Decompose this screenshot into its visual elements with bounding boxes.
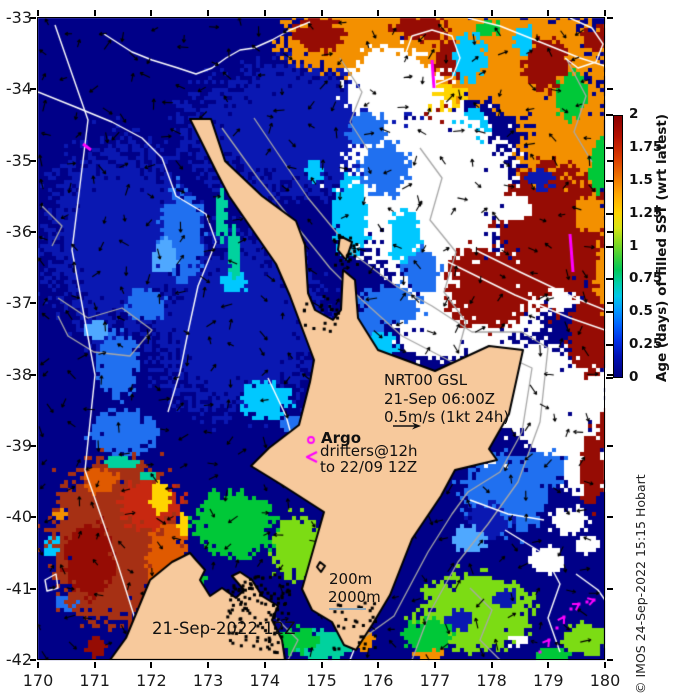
colorbar	[613, 115, 623, 378]
colorbar-tick-mark	[606, 344, 613, 347]
bathy-2000m-label: 2000m	[328, 588, 381, 606]
colorbar-tick-label: 0.75	[629, 270, 663, 287]
y-tick-label: -33	[5, 8, 32, 27]
colorbar-tick-label: 2	[629, 106, 639, 122]
y-tick-label: -34	[5, 79, 32, 99]
x-tick-label: 173	[192, 671, 224, 690]
y-tick-mark	[30, 302, 36, 305]
bathy-200m-label: 200m	[329, 570, 373, 588]
y-tick-mark	[30, 373, 36, 376]
colorbar-tick-label: 1.75	[629, 138, 663, 155]
y-tick-mark	[30, 17, 36, 19]
x-tick-mark	[320, 662, 323, 668]
map-date-label: 21-Sep-2022 12Z	[152, 619, 296, 638]
y-tick-label: -42	[5, 650, 32, 669]
colorbar-tick-mark	[606, 179, 613, 182]
x-tick-label: 178	[476, 671, 507, 690]
y-tick-mark-right	[607, 445, 613, 447]
colorbar-tick-mark	[606, 278, 613, 281]
x-tick-label: 174	[249, 671, 281, 690]
y-tick-mark-right	[607, 516, 613, 519]
argo-label: Argo	[321, 429, 362, 447]
nrt-line2: 21-Sep 06:00Z	[384, 389, 496, 408]
x-tick-label: 176	[362, 671, 394, 690]
y-tick-mark-right	[607, 659, 613, 661]
argo-line3: to 22/09 12Z	[320, 458, 418, 476]
colorbar-tick-mark	[606, 212, 613, 215]
x-tick-mark-top	[604, 10, 606, 16]
y-tick-mark-right	[607, 373, 613, 376]
colorbar-tick-label: 1	[629, 237, 639, 254]
y-tick-label: -36	[5, 222, 32, 241]
nrt-line1: NRT00 GSL	[384, 371, 468, 389]
x-tick-mark-top	[263, 10, 266, 16]
argo-line2: drifters@12h	[320, 442, 418, 460]
y-tick-mark-right	[607, 88, 613, 91]
colorbar-tick-mark	[606, 311, 613, 314]
colorbar-tick-mark	[606, 146, 613, 149]
x-tick-label: 171	[79, 671, 110, 690]
y-tick-mark	[30, 587, 36, 590]
nrt-annotation: NRT00 GSL 21-Sep 06:00Z 0.5m/s (1kt 24h)	[384, 371, 509, 427]
x-tick-label: 179	[533, 671, 564, 690]
colorbar-title: Age (days) of filled SST (wrt latest)	[654, 113, 670, 383]
y-tick-label: -35	[5, 150, 32, 170]
y-tick-mark-right	[607, 587, 613, 590]
y-tick-mark	[30, 516, 36, 519]
x-tick-mark	[604, 662, 606, 668]
x-tick-mark	[547, 662, 550, 668]
x-tick-mark-top	[150, 10, 153, 16]
y-tick-mark	[30, 159, 36, 162]
x-tick-label: 180	[589, 671, 621, 690]
x-tick-mark	[93, 662, 96, 668]
x-tick-mark	[207, 662, 210, 668]
credit-text: © IMOS 24-Sep-2022 15:15 Hobart	[633, 474, 648, 694]
colorbar-tick-mark	[606, 245, 613, 248]
y-tick-label: -39	[5, 436, 32, 455]
y-tick-mark-right	[607, 231, 613, 233]
y-tick-label: -38	[5, 364, 32, 384]
x-tick-label: 172	[136, 671, 167, 690]
x-tick-mark-top	[377, 10, 380, 16]
y-tick-mark	[30, 231, 36, 233]
colorbar-tick-mark	[606, 114, 613, 116]
y-tick-mark-right	[607, 159, 613, 162]
colorbar-tick-label: 1.5	[629, 171, 653, 188]
x-tick-mark	[377, 662, 380, 668]
x-tick-label: 170	[22, 671, 54, 690]
x-tick-mark-top	[320, 10, 323, 16]
y-tick-mark	[30, 445, 36, 447]
y-tick-label: -41	[5, 578, 32, 598]
x-tick-mark-top	[490, 10, 493, 16]
colorbar-tick-label: 0.5	[629, 303, 653, 320]
x-tick-label: 175	[306, 671, 337, 690]
x-tick-mark-top	[547, 10, 550, 16]
colorbar-tick-mark	[606, 377, 613, 379]
y-tick-mark-right	[607, 302, 613, 305]
colorbar-tick-label: 0.25	[629, 336, 663, 353]
x-tick-mark	[37, 662, 39, 668]
x-tick-mark	[433, 662, 436, 668]
x-tick-mark-top	[207, 10, 210, 16]
y-tick-label: -40	[5, 507, 32, 527]
y-tick-mark-right	[607, 17, 613, 19]
colorbar-tick-label: 0	[629, 369, 639, 385]
current-scale-arrow-icon	[393, 422, 421, 430]
x-tick-mark-top	[433, 10, 436, 16]
nrt-line3: 0.5m/s (1kt 24h)	[384, 408, 510, 426]
y-tick-label: -37	[5, 293, 32, 313]
x-tick-mark-top	[37, 10, 39, 16]
x-tick-mark	[490, 662, 493, 668]
x-tick-mark	[263, 662, 266, 668]
x-tick-label: 177	[419, 671, 451, 690]
colorbar-tick-label: 1.25	[629, 204, 663, 221]
y-tick-mark	[30, 88, 36, 91]
bathy-contour-sample	[329, 608, 366, 610]
x-tick-mark	[150, 662, 153, 668]
y-tick-mark	[30, 659, 36, 661]
x-tick-mark-top	[93, 10, 96, 16]
